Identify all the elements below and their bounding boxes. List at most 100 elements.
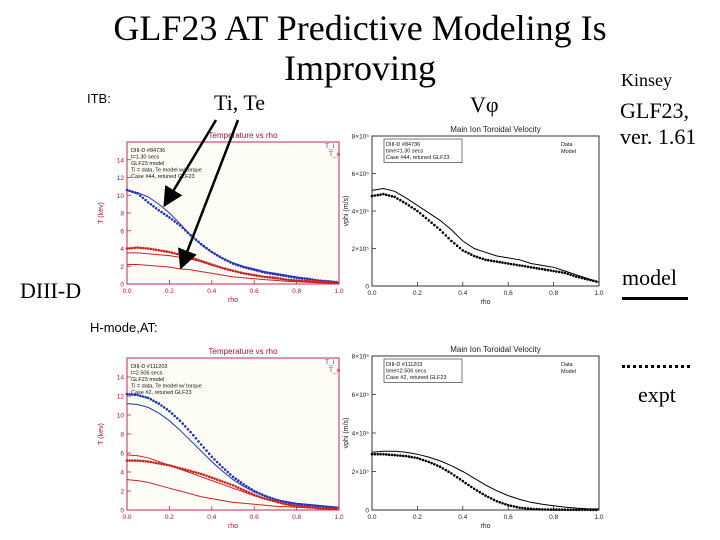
- data-point: [152, 399, 155, 403]
- data-point: [390, 194, 394, 198]
- data-point: [470, 485, 473, 489]
- data-point: [404, 202, 408, 205]
- data-point: [199, 472, 203, 476]
- legend-entry: T_i: [325, 359, 334, 366]
- data-point: [575, 508, 578, 512]
- data-point: [128, 247, 131, 250]
- data-point: [197, 240, 200, 244]
- data-point: [370, 452, 374, 456]
- data-point: [136, 192, 139, 195]
- data-point: [260, 493, 264, 496]
- data-point: [205, 449, 208, 452]
- data-point: [424, 459, 428, 463]
- data-point: [189, 469, 192, 473]
- y-tick-label: 6×10⁵: [352, 392, 370, 399]
- data-point: [535, 507, 538, 511]
- data-point: [189, 233, 192, 237]
- data-point: [152, 248, 155, 251]
- hmode-label: H-mode,AT:: [90, 320, 158, 335]
- data-point: [384, 453, 388, 456]
- data-point: [160, 210, 163, 214]
- data-point: [501, 261, 504, 264]
- x-tick-label: 0.0: [122, 288, 131, 295]
- data-point: [242, 483, 245, 486]
- data-point: [263, 271, 267, 274]
- y-tick-label: 6: [120, 228, 124, 235]
- data-point: [131, 393, 134, 396]
- data-point: [229, 483, 232, 486]
- data-point: [538, 267, 541, 270]
- data-point: [569, 508, 572, 512]
- data-point: [234, 263, 237, 266]
- data-point: [226, 259, 229, 263]
- data-point: [287, 501, 290, 505]
- data-point: [438, 465, 442, 468]
- data-point: [450, 472, 453, 475]
- data-point: [546, 268, 550, 272]
- data-point: [433, 463, 436, 466]
- x-tick-label: 0.6: [504, 290, 513, 297]
- data-point: [379, 193, 382, 196]
- annotation-text: DIII-D #111203: [131, 364, 167, 370]
- x-tick-label: 0.8: [549, 290, 558, 297]
- data-point: [231, 262, 235, 265]
- data-point: [207, 475, 211, 479]
- data-point: [131, 190, 134, 193]
- data-point: [266, 495, 269, 498]
- data-point: [572, 508, 575, 512]
- data-point: [563, 508, 567, 511]
- data-point: [152, 461, 155, 464]
- data-point: [197, 471, 200, 475]
- data-point: [421, 214, 425, 217]
- data-point: [461, 249, 465, 252]
- data-point: [231, 484, 235, 487]
- data-point: [515, 263, 518, 267]
- arrow-to-te: [178, 119, 240, 270]
- data-point: [560, 508, 564, 511]
- data-point: [181, 422, 184, 425]
- y-tick-label: 14: [117, 375, 125, 382]
- data-point: [521, 264, 524, 268]
- data-point: [218, 255, 222, 258]
- x-tick-label: 0.0: [367, 514, 376, 521]
- data-point: [157, 249, 161, 252]
- data-point: [165, 214, 169, 217]
- data-point: [255, 269, 259, 272]
- data-point: [447, 470, 450, 473]
- x-tick-label: 0.6: [504, 514, 513, 521]
- data-point: [560, 271, 564, 274]
- data-point: [558, 270, 561, 274]
- data-point: [173, 252, 176, 255]
- y-axis-label: vphi (m/s): [343, 196, 350, 227]
- data-point: [181, 226, 184, 230]
- data-point: [213, 477, 216, 480]
- data-point: [518, 506, 521, 509]
- data-point: [515, 505, 518, 509]
- y-tick-label: 8×10⁵: [352, 354, 370, 361]
- data-point: [390, 453, 394, 457]
- itb-label: ITB:: [87, 91, 111, 106]
- data-point: [455, 476, 459, 479]
- chart-temperature-hmode: Temperature vs rho 0.0 0.2 0.4 0.6 0.8 1.0 rho 0…: [98, 347, 344, 530]
- data-point: [495, 260, 499, 263]
- data-point: [453, 474, 456, 477]
- data-point: [577, 276, 581, 279]
- y-tick-label: 2: [120, 489, 124, 496]
- data-point: [250, 267, 253, 271]
- data-point: [441, 467, 445, 470]
- data-point: [213, 458, 216, 461]
- glf-version-label: GLF23, ver. 1.61: [620, 98, 697, 149]
- data-point: [173, 414, 176, 418]
- data-point: [538, 508, 541, 511]
- data-point: [487, 495, 490, 499]
- data-point: [237, 479, 240, 482]
- data-point: [215, 460, 219, 464]
- data-point: [218, 463, 222, 466]
- data-point: [413, 456, 416, 459]
- data-point: [221, 466, 224, 469]
- data-point: [255, 490, 259, 494]
- y-tick-label: 10: [117, 193, 125, 200]
- data-point: [569, 273, 572, 277]
- data-point: [382, 192, 385, 196]
- data-point: [125, 247, 129, 250]
